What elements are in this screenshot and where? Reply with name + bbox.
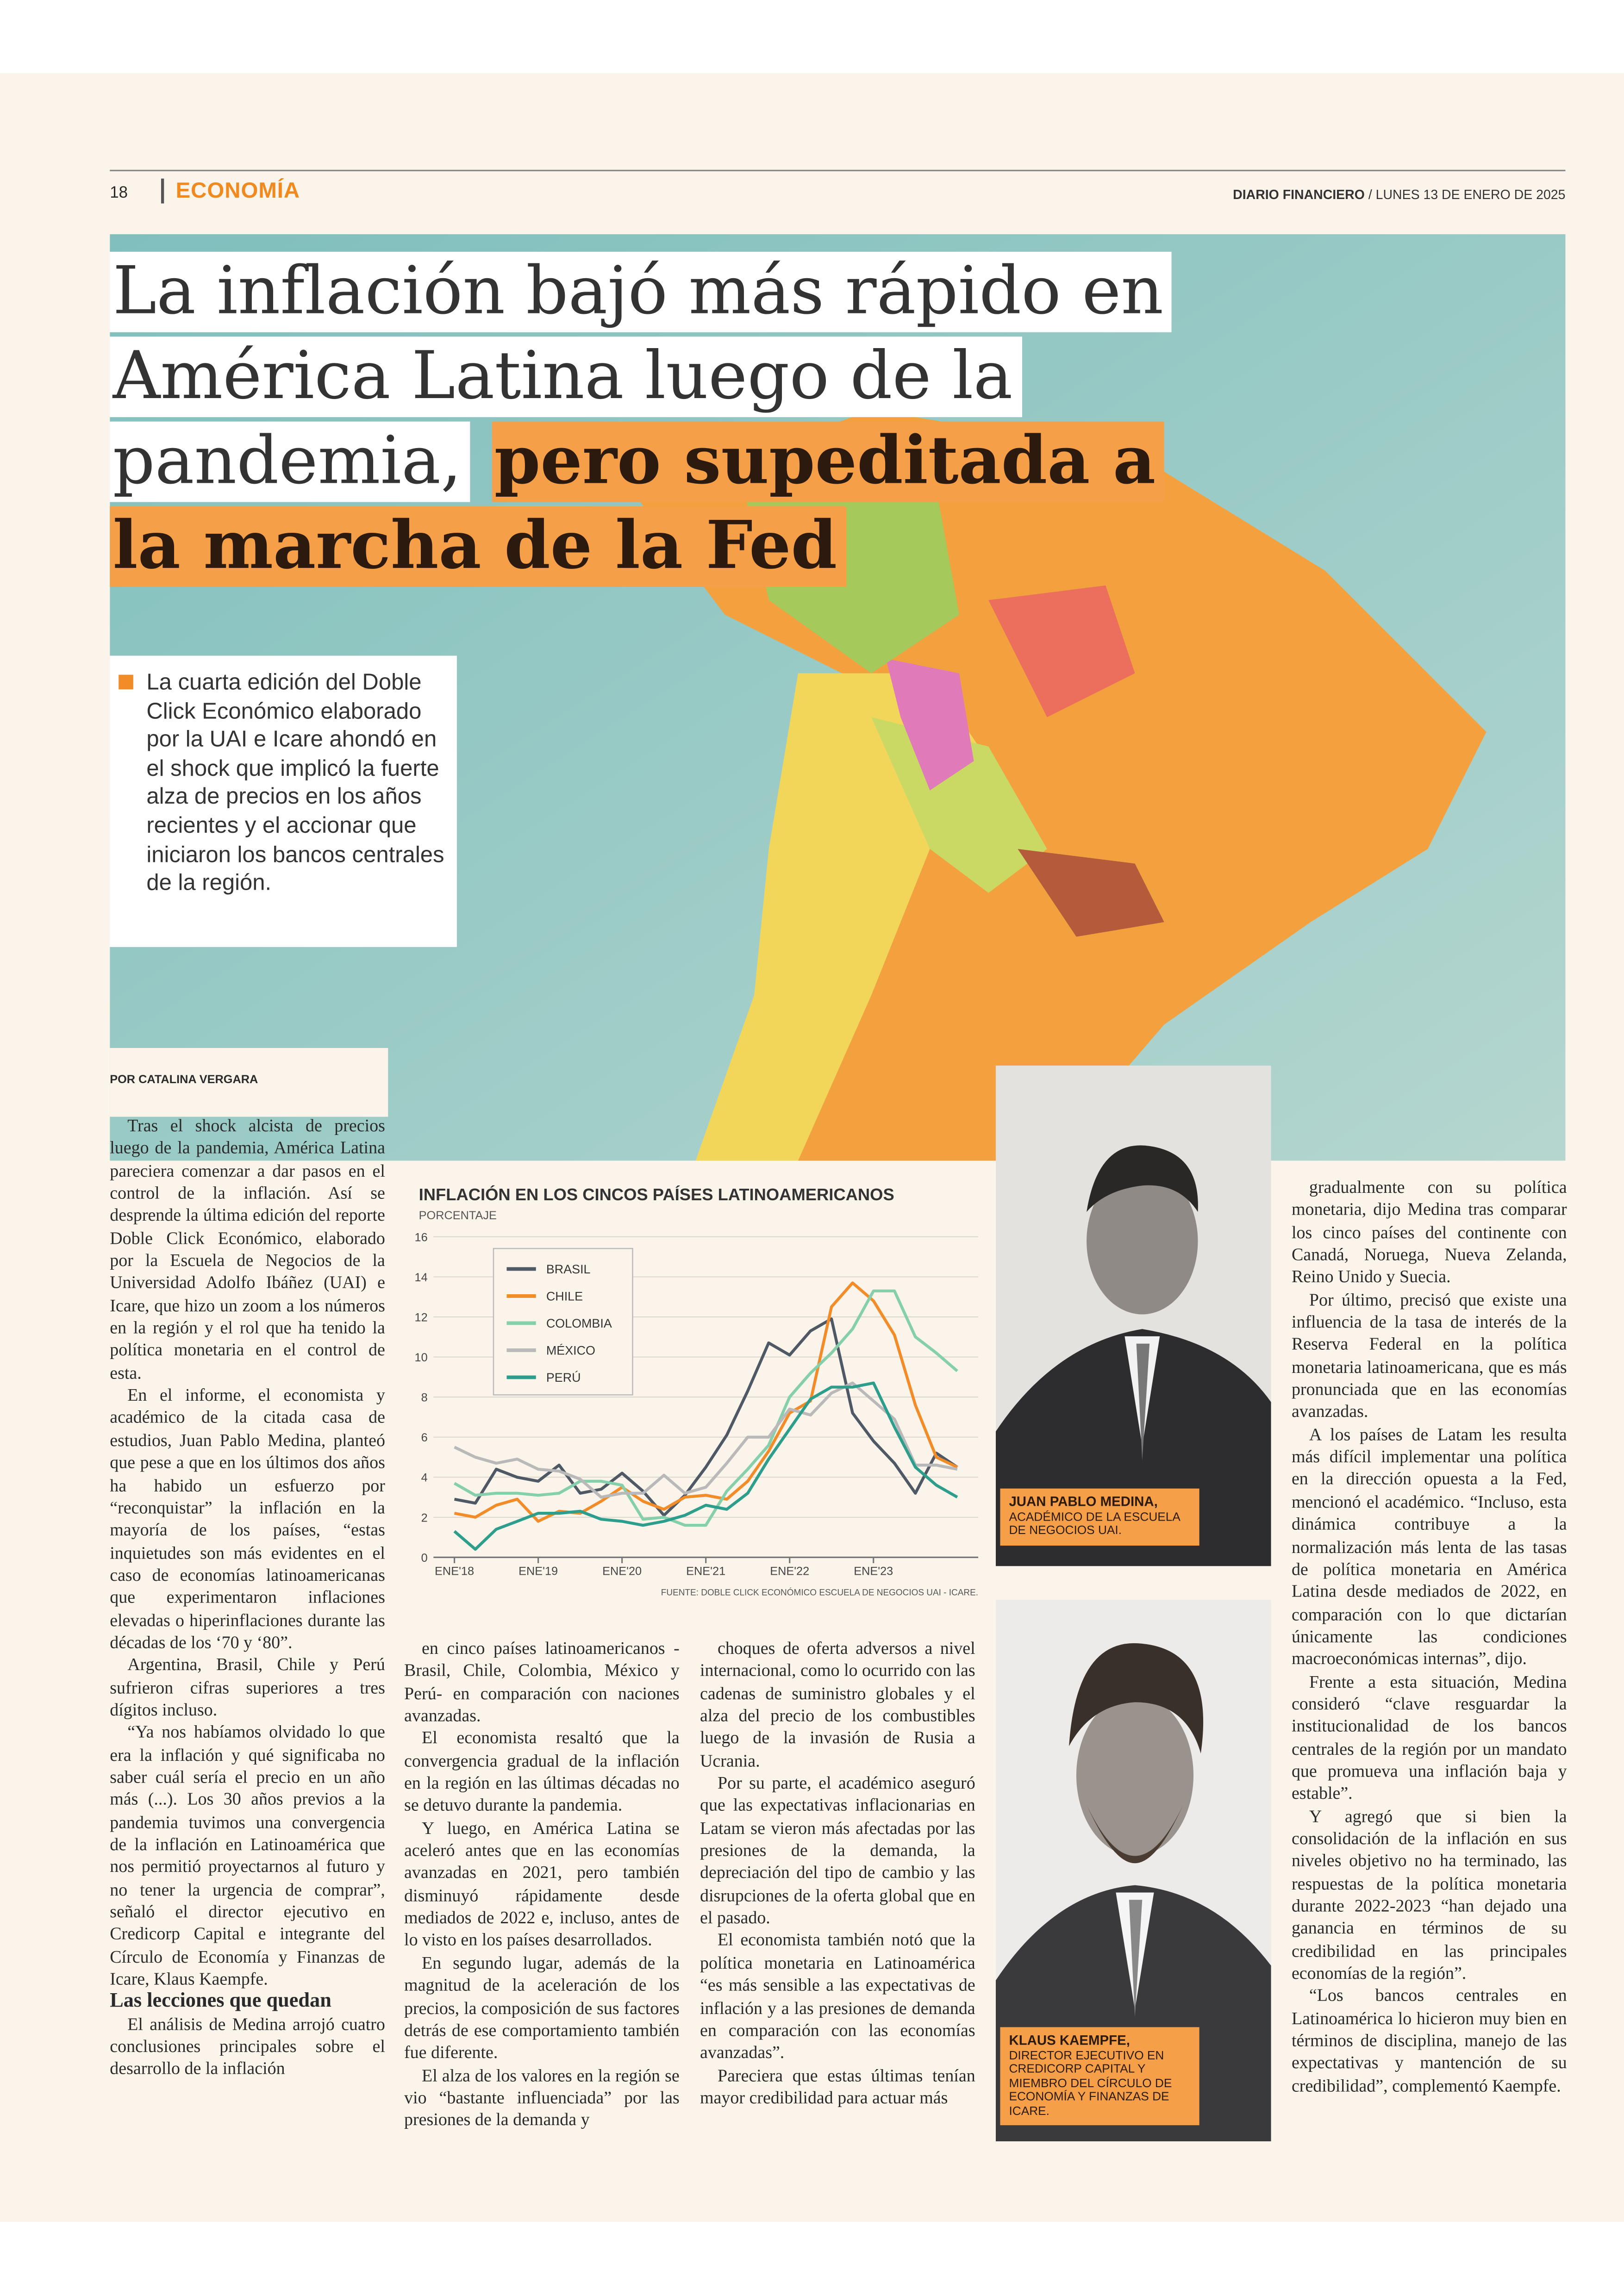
byline-box [110,1048,388,1117]
legend-label: COLOMBIA [546,1316,612,1330]
column: gradualmente con su política monetaria, … [1292,1177,1567,2149]
y-tick-label: 10 [415,1351,428,1364]
x-tick-label: ENE'18 [435,1565,474,1578]
paragraph: El economista también notó que la políti… [700,1929,975,2063]
x-tick-label: ENE'20 [602,1565,642,1578]
paragraph: En segundo lugar, además de la magnitud … [404,1952,680,2063]
paragraph: El economista resaltó que la convergenci… [404,1727,680,1816]
y-tick-label: 12 [415,1311,428,1324]
column: Tras el shock alcista de precios luego d… [110,1115,385,2148]
legend-label: BRASIL [546,1262,591,1276]
x-tick-label: ENE'23 [854,1565,893,1578]
series-line [453,1381,958,1551]
photo-medina [995,1065,1271,1566]
chart: INFLACIÓN EN LOS CINCOS PAÍSES LATINOAME… [415,1185,979,1598]
legend-label: MÉXICO [546,1343,595,1357]
caption-role: DIRECTOR EJECUTIVO EN CREDICORP CAPITAL … [1009,2047,1172,2117]
paragraph: choques de oferta adversos a nivel inter… [700,1638,975,1771]
paragraph: Argentina, Brasil, Chile y Perú sufriero… [110,1654,385,1720]
legend-label: PERÚ [546,1370,581,1384]
series-line [453,1289,958,1527]
y-tick-label: 6 [421,1431,428,1444]
column: en cinco países latinoamericanos -Brasil… [404,1638,680,2149]
paragraph: “Los bancos centrales en Latinoamérica l… [1291,1985,1567,2096]
headline: La inflación bajó más rápido en América … [110,249,1173,589]
lead-box: La cuarta edición del Doble Click Económ… [110,655,457,947]
y-tick-label: 2 [421,1511,428,1524]
x-tick-label: ENE'22 [770,1565,809,1578]
chart-subtitle: PORCENTAJE [419,1209,497,1222]
paragraph: El análisis de Medina arrojó cuatro conc… [110,2014,385,2079]
paragraph: Pareciera que estas últimas tenían mayor… [700,2064,975,2108]
y-tick-label: 4 [421,1472,428,1484]
chart-title: INFLACIÓN EN LOS CINCOS PAÍSES LATINOAME… [419,1185,894,1204]
series-line [454,1317,958,1517]
paragraph: Por último, precisó que existe una influ… [1291,1289,1567,1422]
caption-name: KLAUS KAEMPFE, [1009,2033,1130,2048]
paragraph: A los países de Latam les resulta más di… [1291,1423,1567,1669]
y-tick-label: 14 [415,1271,428,1284]
header-divider [161,178,163,204]
header-rule [110,169,1566,171]
y-tick-label: 8 [421,1391,428,1404]
series-line [454,1281,958,1523]
series-line [454,1381,958,1499]
caption: KLAUS KAEMPFE, DIRECTOR EJECUTIVO EN CRED… [1000,2027,1199,2126]
page-number: 18 [110,184,128,202]
lead-bullet [119,674,133,690]
paragraph: Por su parte, el académico aseguró que l… [700,1772,975,1928]
section-name: ECONOMÍA [175,178,300,204]
paragraph: Y luego, en América Latina se aceleró an… [404,1817,680,1951]
chart-panel [389,1162,990,1616]
caption-role: ACADÉMICO DE LA ESCUELA DE NEGOCIOS UAI. [1009,1508,1180,1537]
y-tick-label: 16 [415,1231,428,1244]
column: choques de oferta adversos a nivel inter… [700,1638,975,2149]
paragraph: “Ya nos habíamos olvidado lo que era la … [110,1721,385,1989]
paragraph: en cinco países latinoamericanos -Brasil… [404,1638,680,1726]
paragraph: Frente a esta situación, Medina consider… [1291,1671,1567,1804]
paragraph: gradualmente con su política monetaria, … [1291,1177,1567,1287]
paragraph: Tras el shock alcista de precios luego d… [110,1115,385,1383]
x-tick-label: ENE'19 [518,1565,558,1578]
subheading: Las lecciones que quedan [110,1991,331,2014]
chart-source: FUENTE: DOBLE CLICK ECONÓMICO ESCUELA DE… [661,1588,978,1598]
newspaper-name: DIARIO FINANCIERO [1233,187,1365,202]
byline: POR CATALINA VERGARA [110,1073,258,1086]
x-tick-label: ENE'21 [686,1565,725,1578]
paragraph: En el informe, el economista y académico… [110,1384,385,1653]
lead-text: La cuarta edición del Doble Click Económ… [146,670,444,896]
caption: JUAN PABLO MEDINA, ACADÉMICO DE LA ESCUEL… [1000,1488,1199,1545]
paragraph: Y agregó que si bien la consolidación de… [1291,1805,1567,1983]
legend-label: CHILE [546,1289,583,1303]
caption-name: JUAN PABLO MEDINA, [1009,1494,1158,1509]
y-tick-label: 0 [421,1552,428,1565]
paragraph: El alza de los valores en la región se v… [404,2064,680,2130]
header-right: DIARIO FINANCIERO / LUNES 13 DE ENERO DE… [1233,187,1565,202]
issue-date: / LUNES 13 DE ENERO DE 2025 [1368,187,1566,202]
